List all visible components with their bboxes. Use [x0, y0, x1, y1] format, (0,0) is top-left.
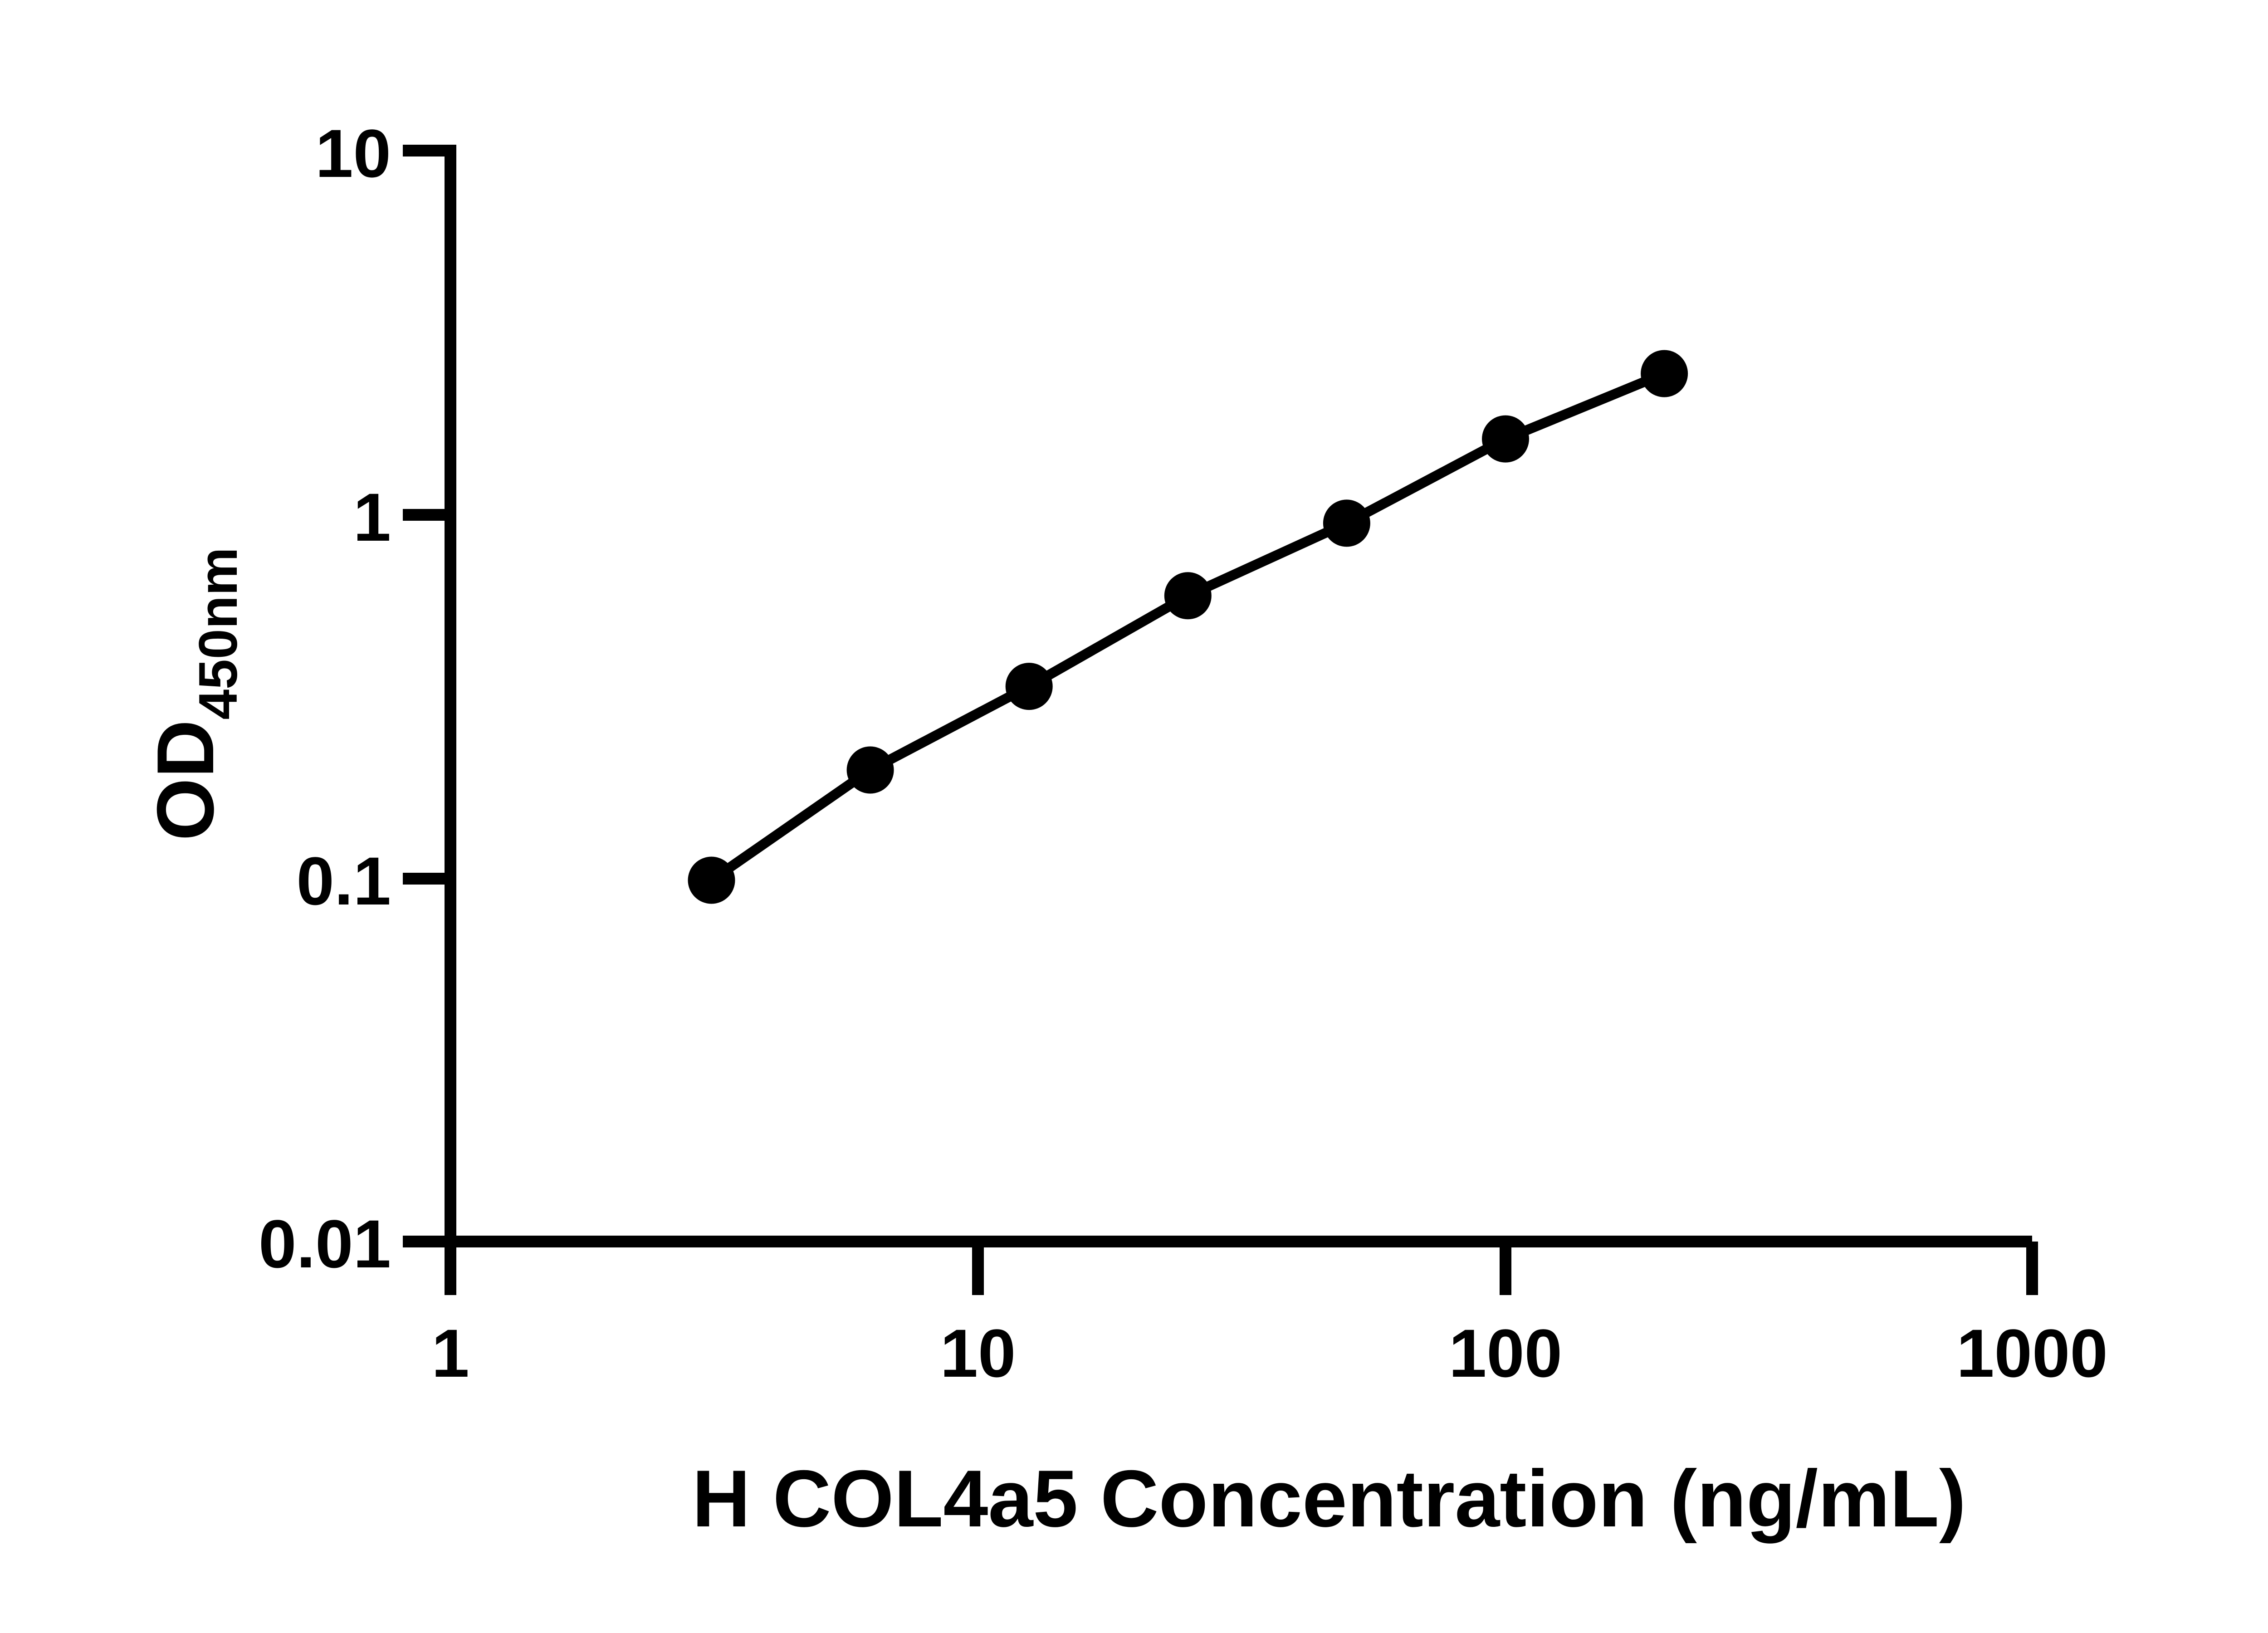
y-tick-label-1: 1 — [353, 479, 391, 555]
data-point-marker — [1323, 499, 1370, 547]
x-axis-title: H COL4a5 Concentration (ng/mL) — [692, 1453, 1966, 1544]
data-point-marker — [1482, 415, 1529, 463]
data-point-marker — [1005, 663, 1053, 710]
y-axis-title-subscript: 450nm — [188, 547, 249, 719]
data-point-marker — [1164, 572, 1212, 620]
series-markers — [688, 350, 1688, 904]
y-axis-title: OD450nm — [140, 547, 249, 841]
y-axis-title-main: OD — [140, 720, 230, 841]
x-tick-label-100: 100 — [1449, 1315, 1562, 1391]
data-point-marker — [1641, 350, 1688, 397]
y-tick-label-10: 10 — [315, 115, 391, 191]
y-axis-title-text: OD450nm — [140, 547, 249, 841]
data-point-marker — [688, 856, 735, 904]
y-tick-label-0-1: 0.1 — [296, 843, 391, 919]
x-tick-label-10: 10 — [940, 1315, 1016, 1391]
y-tick-label-0-01: 0.01 — [259, 1206, 391, 1282]
x-tick-label-1000: 1000 — [1956, 1315, 2108, 1391]
x-axis-ticks — [445, 1242, 2038, 1295]
x-tick-label-1: 1 — [431, 1315, 469, 1391]
data-point-marker — [846, 746, 894, 794]
